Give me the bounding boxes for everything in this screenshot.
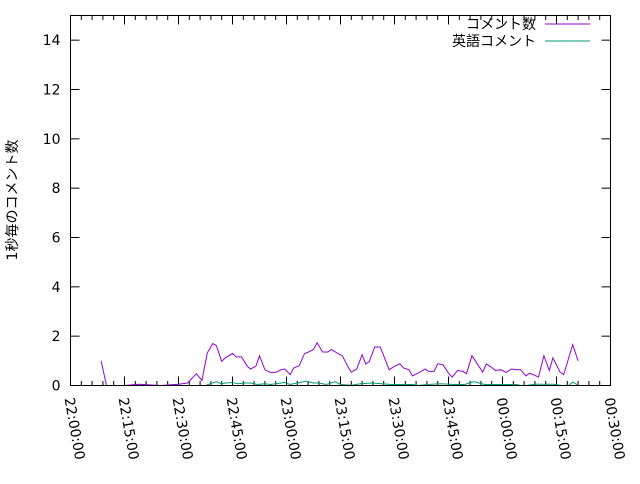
- y-tick-label: 14: [43, 33, 61, 49]
- plot-border: [70, 15, 611, 386]
- y-tick-label: 8: [52, 181, 61, 197]
- y-tick-label: 12: [43, 83, 61, 99]
- y-tick-label: 10: [43, 132, 61, 148]
- y-tick-labels: 0 2 4 6 8 10 12 14: [43, 33, 61, 394]
- legend-label: コメント数: [466, 17, 536, 33]
- y-tick-label: 6: [52, 231, 61, 247]
- y-tick-label: 4: [52, 280, 61, 296]
- y-tick-label: 2: [52, 329, 61, 345]
- y-axis-label: 1秒毎のコメント数: [5, 140, 21, 261]
- series-line-0: [100, 341, 579, 387]
- y-tick-label: 0: [52, 379, 61, 395]
- legend-label: 英語コメント: [452, 33, 536, 50]
